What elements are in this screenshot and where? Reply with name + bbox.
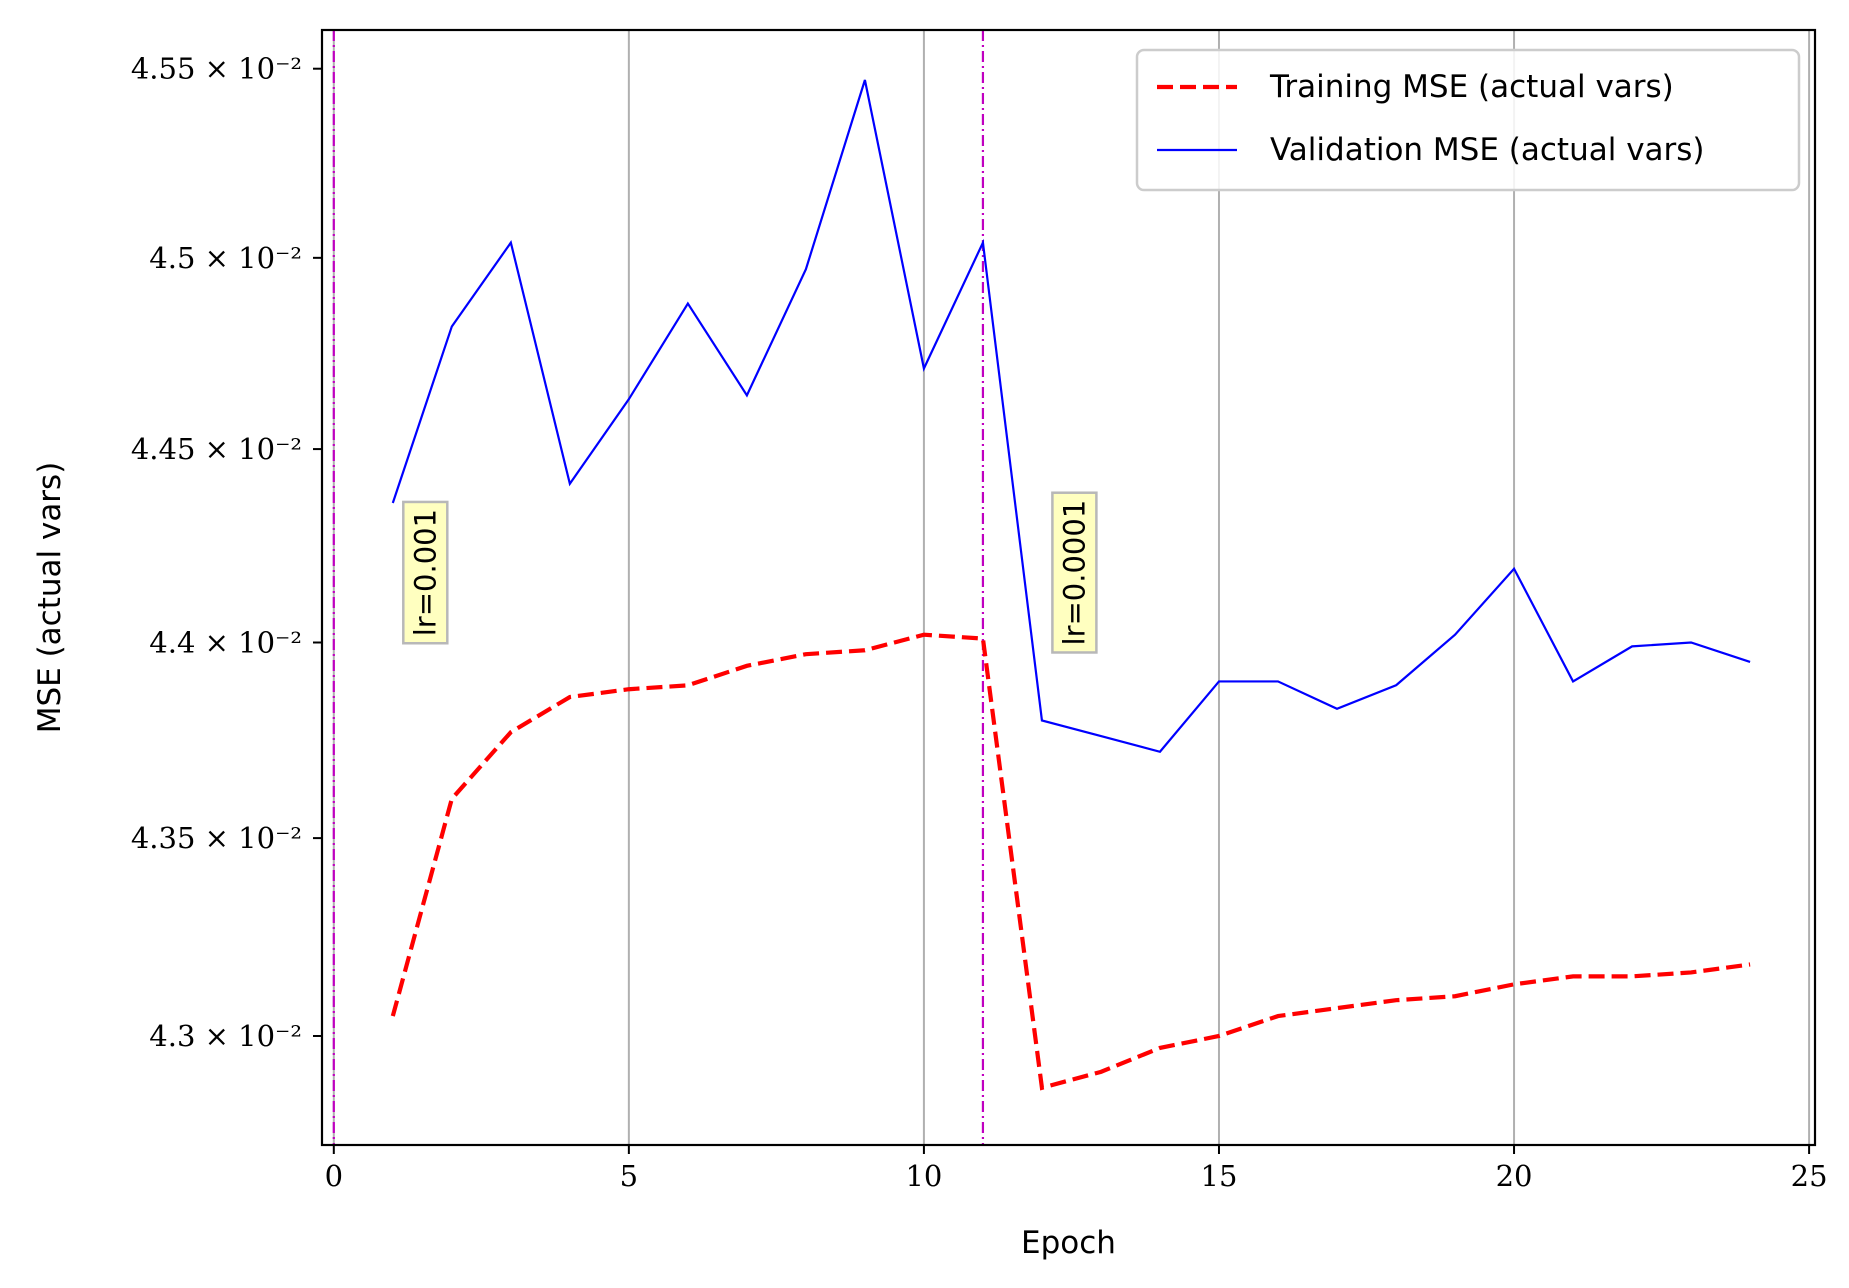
series-group <box>390 79 1751 1091</box>
lr-annotation-label: lr=0.0001 <box>1057 500 1091 646</box>
lr-annotation-0: lr=0.001 <box>402 500 449 645</box>
lr-change-lines <box>332 30 985 1145</box>
x-tick-label: 15 <box>1201 1159 1238 1193</box>
y-axis-ticks: 4.3 × 10⁻² 4.35 × 10⁻² 4.4 × 10⁻² 4.45 × 10… <box>131 52 322 1053</box>
legend-box <box>1135 48 1801 192</box>
y-tick-label: 4.35 × 10⁻² <box>131 821 302 855</box>
validation-mse-line <box>391 79 1751 754</box>
plot-frame <box>320 28 1817 1147</box>
lr-annotation-box <box>1051 491 1098 654</box>
annotations: lr=0.001 lr=0.0001 <box>402 491 1098 654</box>
y-tick-label: 4.3 × 10⁻² <box>149 1019 302 1053</box>
training-mse-line <box>390 632 1751 1091</box>
legend: Training MSE (actual vars) Validation MSE… <box>1135 48 1801 192</box>
x-tick-label: 25 <box>1791 1159 1828 1193</box>
legend-label-1: Validation MSE (actual vars) <box>1270 132 1705 168</box>
x-tick-label: 10 <box>905 1159 942 1193</box>
lr-annotation-box <box>402 500 449 645</box>
legend-label-0: Training MSE (actual vars) <box>1269 69 1674 105</box>
x-tick-label: 0 <box>325 1159 343 1193</box>
y-tick-label: 4.5 × 10⁻² <box>149 241 302 275</box>
y-tick-label: 4.45 × 10⁻² <box>131 432 302 466</box>
x-axis-ticks: 0 5 10 15 20 25 <box>325 1145 1828 1193</box>
x-tick-label: 5 <box>620 1159 638 1193</box>
y-tick-label: 4.4 × 10⁻² <box>149 625 302 659</box>
x-tick-label: 20 <box>1496 1159 1533 1193</box>
lr-annotation-1: lr=0.0001 <box>1051 491 1098 654</box>
y-axis-label: MSE (actual vars) <box>32 462 68 734</box>
lr-annotation-label: lr=0.001 <box>408 509 442 636</box>
y-tick-label: 4.55 × 10⁻² <box>131 52 302 86</box>
x-axis-label: Epoch <box>1021 1225 1116 1261</box>
